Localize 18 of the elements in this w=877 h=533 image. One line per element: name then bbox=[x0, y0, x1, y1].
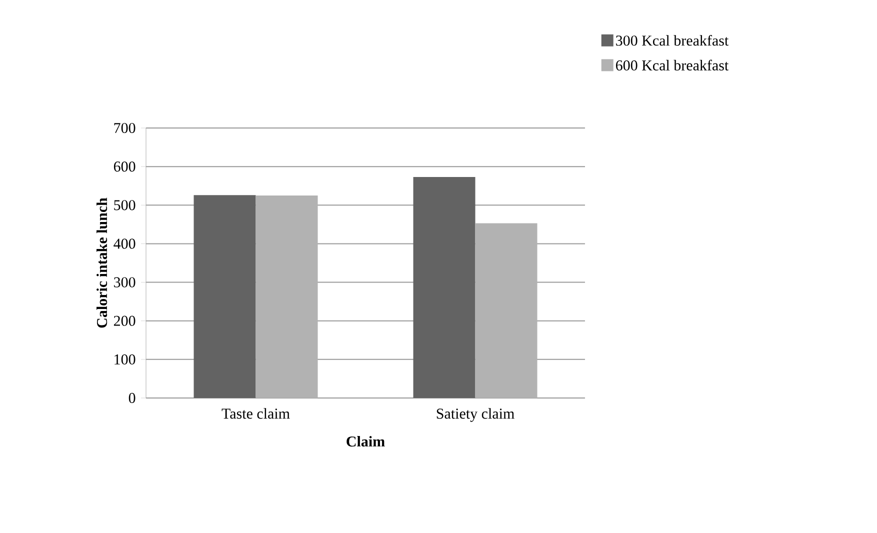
x-tick-label: Satiety claim bbox=[436, 408, 514, 422]
x-tick-label: Taste claim bbox=[222, 408, 290, 419]
y-tick-label: 500 bbox=[114, 200, 136, 210]
y-tick-label: 0 bbox=[128, 392, 136, 404]
bar bbox=[256, 195, 318, 398]
y-tick-label: 600 bbox=[114, 162, 136, 172]
bar bbox=[413, 176, 476, 398]
y-axis-title: Caloric intake lunch bbox=[96, 198, 108, 328]
y-tick-label: 700 bbox=[114, 122, 136, 134]
bar bbox=[194, 195, 256, 398]
y-tick-label: 200 bbox=[114, 316, 136, 326]
bar bbox=[475, 223, 538, 398]
y-tick-label: 400 bbox=[114, 238, 136, 249]
x-axis-title: Claim bbox=[346, 436, 385, 447]
legend-label: 600 Kcal breakfast bbox=[616, 60, 729, 70]
y-tick-label: 300 bbox=[114, 277, 136, 288]
y-tick-label: 100 bbox=[114, 354, 136, 364]
legend-label: 300 Kcal breakfast bbox=[616, 34, 729, 46]
